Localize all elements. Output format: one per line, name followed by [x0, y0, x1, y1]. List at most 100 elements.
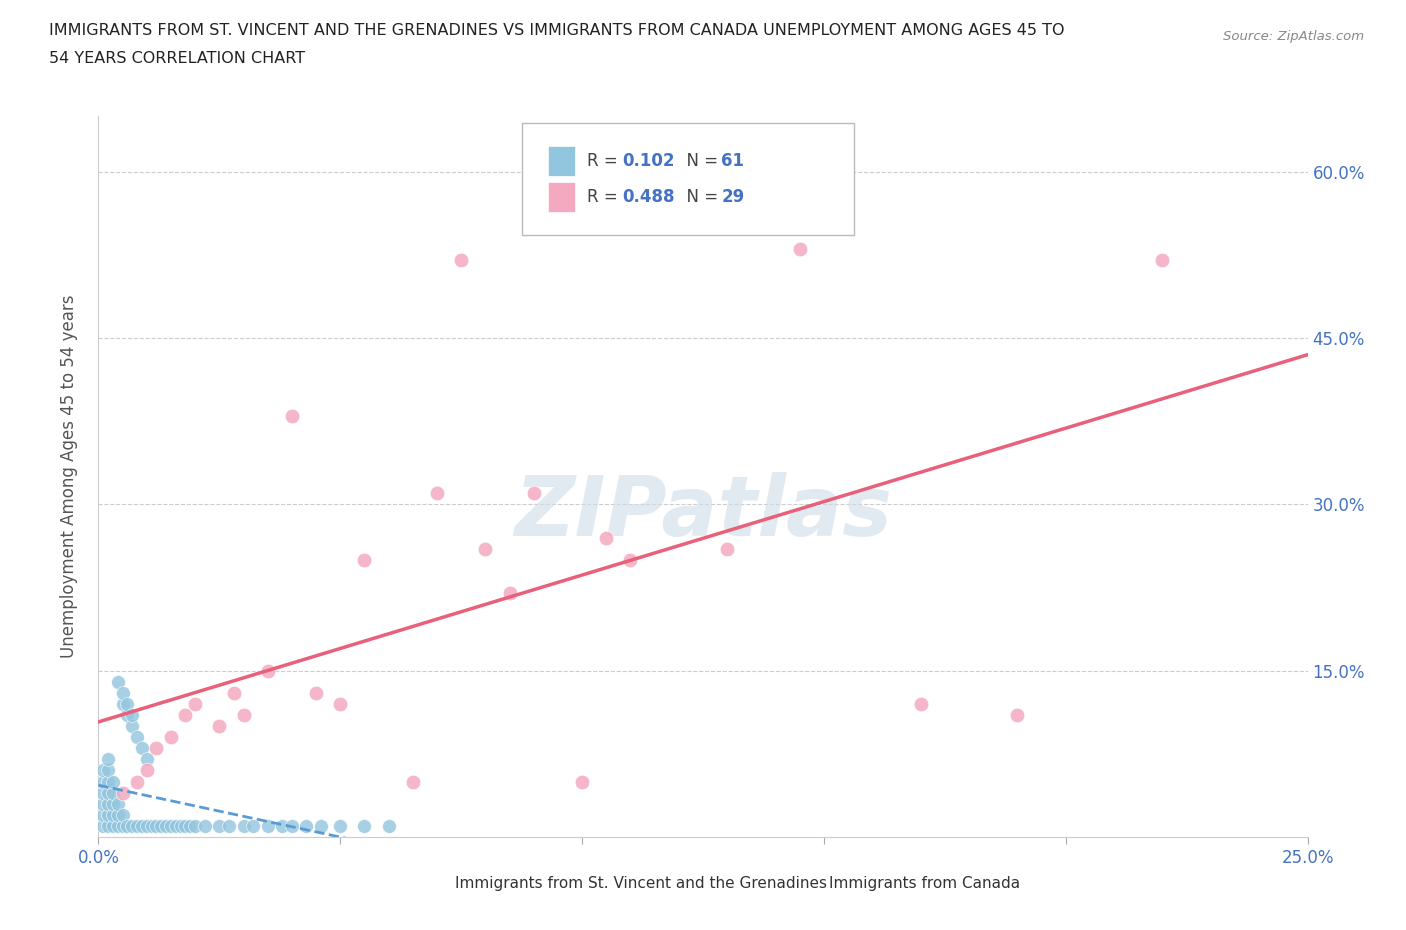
Text: Immigrants from St. Vincent and the Grenadines: Immigrants from St. Vincent and the Gren… — [456, 876, 827, 891]
Point — [135, 818, 157, 833]
Point — [101, 807, 124, 822]
Point — [111, 697, 134, 711]
Point — [450, 253, 472, 268]
Point — [174, 818, 197, 833]
Point — [595, 530, 617, 545]
Point — [160, 818, 183, 833]
Point — [619, 552, 641, 567]
Point — [91, 796, 114, 811]
Point — [498, 586, 520, 601]
Point — [295, 818, 318, 833]
Point — [131, 741, 153, 756]
Text: Immigrants from Canada: Immigrants from Canada — [828, 876, 1019, 891]
Point — [377, 818, 399, 833]
Point — [1152, 253, 1174, 268]
Point — [305, 685, 328, 700]
Text: 0.488: 0.488 — [621, 188, 675, 206]
Point — [716, 541, 738, 556]
Point — [329, 818, 352, 833]
Text: N =: N = — [676, 188, 724, 206]
Point — [789, 242, 811, 257]
Y-axis label: Unemployment Among Ages 45 to 54 years: Unemployment Among Ages 45 to 54 years — [59, 295, 77, 658]
Point — [111, 685, 134, 700]
Text: 61: 61 — [721, 152, 744, 170]
FancyBboxPatch shape — [522, 124, 855, 235]
Text: N =: N = — [676, 152, 724, 170]
Point — [97, 774, 120, 789]
Point — [150, 818, 173, 833]
Point — [184, 697, 207, 711]
Point — [271, 818, 294, 833]
Point — [169, 818, 191, 833]
Point — [97, 796, 120, 811]
Point — [222, 685, 245, 700]
Point — [111, 807, 134, 822]
Point — [256, 818, 278, 833]
Point — [135, 752, 157, 767]
Point — [141, 818, 163, 833]
FancyBboxPatch shape — [548, 182, 575, 212]
Point — [117, 708, 139, 723]
Point — [353, 818, 375, 833]
Point — [309, 818, 332, 833]
Point — [174, 708, 197, 723]
Point — [281, 408, 304, 423]
Point — [910, 697, 932, 711]
Point — [91, 763, 114, 777]
Text: IMMIGRANTS FROM ST. VINCENT AND THE GRENADINES VS IMMIGRANTS FROM CANADA UNEMPLO: IMMIGRANTS FROM ST. VINCENT AND THE GREN… — [49, 23, 1064, 38]
Text: Source: ZipAtlas.com: Source: ZipAtlas.com — [1223, 30, 1364, 43]
Point — [97, 785, 120, 800]
Point — [107, 818, 129, 833]
Point — [97, 752, 120, 767]
Point — [101, 774, 124, 789]
Point — [91, 774, 114, 789]
Text: ZIPatlas: ZIPatlas — [515, 472, 891, 553]
Point — [353, 552, 375, 567]
Point — [281, 818, 304, 833]
Point — [571, 774, 593, 789]
Point — [117, 697, 139, 711]
Point — [165, 818, 187, 833]
Point — [101, 818, 124, 833]
Text: R =: R = — [586, 152, 623, 170]
Point — [127, 730, 149, 745]
Point — [127, 818, 149, 833]
Point — [97, 818, 120, 833]
Point — [121, 708, 143, 723]
Point — [256, 663, 278, 678]
Point — [218, 818, 240, 833]
Point — [107, 796, 129, 811]
Point — [426, 485, 449, 500]
Point — [160, 730, 183, 745]
Point — [329, 697, 352, 711]
Point — [107, 674, 129, 689]
FancyBboxPatch shape — [548, 146, 575, 176]
Point — [145, 741, 167, 756]
Point — [121, 818, 143, 833]
Text: 0.102: 0.102 — [621, 152, 675, 170]
Point — [232, 818, 254, 833]
Point — [474, 541, 496, 556]
Point — [91, 818, 114, 833]
Point — [111, 818, 134, 833]
Point — [208, 818, 231, 833]
Text: R =: R = — [586, 188, 623, 206]
Point — [232, 708, 254, 723]
Point — [145, 818, 167, 833]
Point — [523, 485, 546, 500]
Point — [179, 818, 201, 833]
Text: 54 YEARS CORRELATION CHART: 54 YEARS CORRELATION CHART — [49, 51, 305, 66]
Point — [194, 818, 217, 833]
Text: 29: 29 — [721, 188, 744, 206]
Point — [155, 818, 177, 833]
Point — [135, 763, 157, 777]
Point — [101, 796, 124, 811]
Point — [402, 774, 425, 789]
Point — [107, 807, 129, 822]
Point — [91, 807, 114, 822]
Point — [121, 719, 143, 734]
Point — [1007, 708, 1029, 723]
Point — [242, 818, 264, 833]
Point — [131, 818, 153, 833]
Point — [117, 818, 139, 833]
